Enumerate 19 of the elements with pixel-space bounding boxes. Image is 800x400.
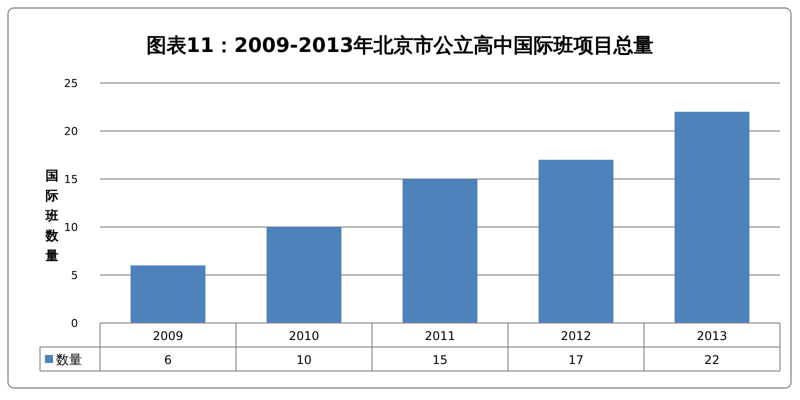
y-tick-label: 15 (64, 173, 78, 186)
data-label: 17 (568, 353, 584, 367)
y-tick-label: 5 (71, 269, 78, 282)
y-axis-title: 国际班数量 (44, 169, 60, 264)
x-tick-label: 2011 (424, 329, 456, 343)
data-label: 6 (164, 353, 172, 367)
x-tick-label: 2010 (288, 329, 320, 343)
y-tick-label: 10 (64, 221, 78, 234)
legend-label: 数量 (56, 353, 82, 368)
data-label: 22 (704, 353, 720, 367)
x-tick-label: 2013 (696, 329, 728, 343)
data-label: 10 (296, 353, 312, 367)
y-tick-label: 20 (64, 125, 78, 138)
y-tick-label: 25 (64, 77, 78, 90)
y-tick-label: 0 (71, 317, 78, 330)
data-label: 15 (432, 353, 448, 367)
chart-title: 图表11：2009-2013年北京市公立高中国际班项目总量 (146, 33, 654, 57)
x-tick-label: 2012 (560, 329, 592, 343)
x-tick-label: 2009 (152, 329, 184, 343)
